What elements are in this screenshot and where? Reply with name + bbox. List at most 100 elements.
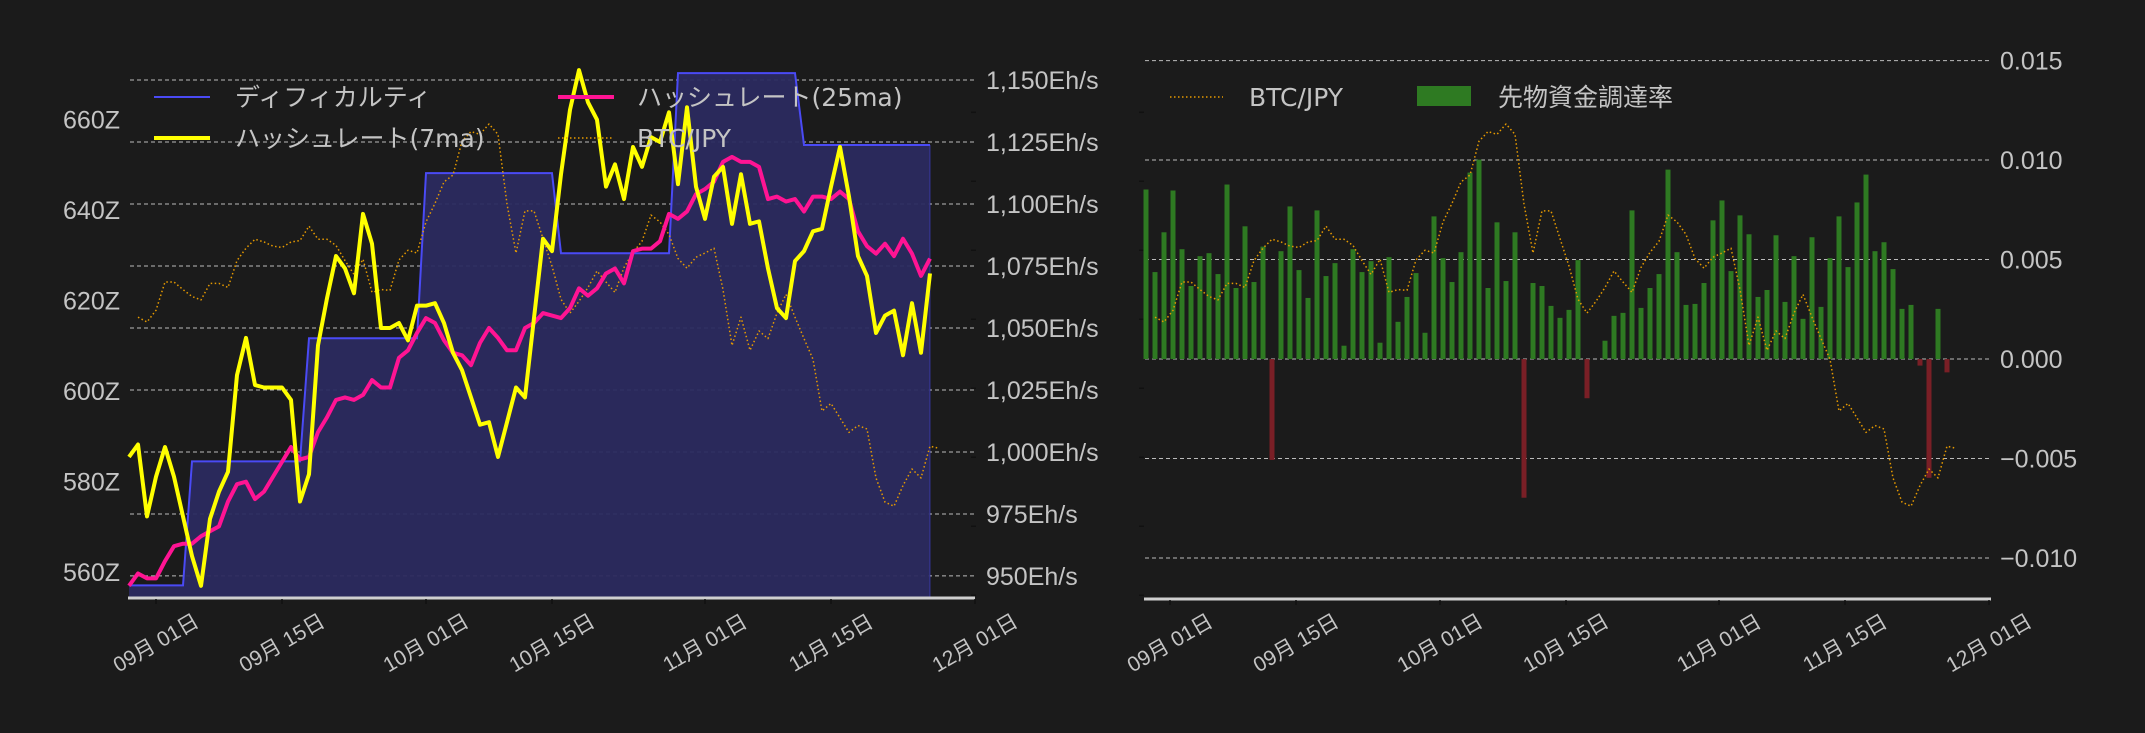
y-right-tick-label: 0.005 <box>2000 247 2063 275</box>
y-right-tick-label: 1,150Eh/s <box>986 67 1099 95</box>
funding-bar-positive <box>1692 303 1698 360</box>
funding-bar-positive <box>1386 257 1392 360</box>
funding-bar-positive <box>1647 287 1653 360</box>
funding-bar-positive <box>1728 271 1734 360</box>
funding-bar-positive <box>1413 273 1419 360</box>
funding-bar-positive <box>1170 190 1176 360</box>
funding-bar-positive <box>1773 235 1779 360</box>
funding-bar-positive <box>1809 237 1815 360</box>
funding-bar-positive <box>1890 269 1896 360</box>
funding-bar-positive <box>1431 216 1437 360</box>
funding-bar-positive <box>1602 340 1608 360</box>
funding-bar-positive <box>1143 189 1149 360</box>
left-legend: ディフィカルティ ハッシュレート(7ma) ハッシュレート(25ma) BTC/… <box>154 83 903 153</box>
funding-bar-positive <box>1746 234 1752 360</box>
y-right-tick-label: 1,025Eh/s <box>986 377 1099 405</box>
y-right-tick-label: 0.015 <box>2000 48 2063 76</box>
legend-hashrate-25ma-label: ハッシュレート(25ma) <box>637 83 903 112</box>
funding-bar-positive <box>1548 305 1554 360</box>
hashrate-7ma-line <box>127 68 932 588</box>
funding-bar-negative <box>1584 359 1590 399</box>
funding-bar-positive <box>1476 159 1482 360</box>
right-series-lines <box>1154 123 1957 507</box>
funding-bar-positive <box>1674 252 1680 360</box>
legend-funding-label: 先物資金調達率 <box>1498 83 1673 112</box>
funding-bar-positive <box>1782 301 1788 360</box>
legend-btc-label: BTC/JPY <box>637 124 732 153</box>
funding-bar-positive <box>1350 249 1356 360</box>
y-right-tick-label: 950Eh/s <box>986 563 1078 591</box>
funding-bar-negative <box>1926 359 1932 478</box>
funding-bar-positive <box>1827 258 1833 360</box>
funding-bar-positive <box>1242 226 1248 360</box>
funding-bar-positive <box>1251 282 1257 360</box>
funding-bar-positive <box>1341 345 1347 360</box>
funding-bar-positive <box>1836 216 1842 360</box>
hashrate-difficulty-chart: 560Z 580Z 600Z 620Z 640Z 660Z 950Eh/s 975Eh/s 1,… <box>63 67 1144 677</box>
funding-bar-positive <box>1359 272 1365 360</box>
funding-bar-positive <box>1611 315 1617 360</box>
y-right-tick-label: 0.000 <box>2000 346 2063 374</box>
funding-bar-positive <box>1881 242 1887 360</box>
funding-bar-positive <box>1908 304 1914 360</box>
funding-bar-positive <box>1800 318 1806 360</box>
funding-bar-positive <box>1440 258 1446 360</box>
funding-bar-positive <box>1485 287 1491 360</box>
y-right-tick-label: 1,100Eh/s <box>986 191 1099 219</box>
funding-bar-positive <box>1935 308 1941 360</box>
funding-bar-positive <box>1863 174 1869 360</box>
y-right-tick-label: −0.005 <box>2000 446 2077 474</box>
funding-bar-positive <box>1899 308 1905 360</box>
funding-bar-positive <box>1854 202 1860 360</box>
funding-bar-positive <box>1368 261 1374 360</box>
funding-bar-positive <box>1215 274 1221 360</box>
funding-bar-positive <box>1503 281 1509 360</box>
funding-bar-positive <box>1233 287 1239 360</box>
y-right-tick-label: 975Eh/s <box>986 501 1078 529</box>
funding-bar-positive <box>1494 222 1500 360</box>
funding-bar-positive <box>1260 246 1266 360</box>
funding-bar-positive <box>1206 253 1212 360</box>
y-left-tick-label: 640Z <box>63 197 120 225</box>
funding-bar-positive <box>1638 307 1644 360</box>
funding-bar-positive <box>1188 286 1194 360</box>
funding-bar-positive <box>1557 317 1563 360</box>
funding-bar-positive <box>1395 321 1401 360</box>
btc-jpy-line <box>137 123 940 507</box>
hashrate-25ma-line <box>127 154 932 588</box>
funding-bar-positive <box>1449 282 1455 360</box>
legend-funding-swatch <box>1417 86 1471 106</box>
funding-bar-positive <box>1791 256 1797 360</box>
funding-bar-negative <box>1944 359 1950 373</box>
funding-bar-positive <box>1278 251 1284 360</box>
funding-bar-positive <box>1620 312 1626 360</box>
funding-bar-positive <box>1683 304 1689 360</box>
funding-bar-positive <box>1314 210 1320 360</box>
funding-bar-positive <box>1701 283 1707 360</box>
funding-bars <box>1143 159 1950 498</box>
btc-jpy-line <box>1154 123 1957 507</box>
funding-bar-positive <box>1656 274 1662 360</box>
funding-bar-positive <box>1161 232 1167 360</box>
funding-bar-positive <box>1764 289 1770 360</box>
funding-bar-positive <box>1665 169 1671 360</box>
y-right-tick-label: 1,125Eh/s <box>986 129 1099 157</box>
funding-bar-positive <box>1467 172 1473 360</box>
funding-bar-positive <box>1377 342 1383 360</box>
funding-bar-positive <box>1422 332 1428 360</box>
legend-hashrate-7ma-label: ハッシュレート(7ma) <box>235 124 485 153</box>
funding-bar-positive <box>1458 252 1464 360</box>
y-right-tick-label: −0.010 <box>2000 545 2077 573</box>
y-left-tick-label: 660Z <box>63 107 120 135</box>
funding-bar-positive <box>1575 260 1581 360</box>
funding-bar-positive <box>1224 184 1230 360</box>
y-right-tick-label: 1,050Eh/s <box>986 315 1099 343</box>
funding-bar-negative <box>1521 359 1527 498</box>
funding-bar-positive <box>1719 200 1725 360</box>
left-series-lines <box>127 68 940 588</box>
funding-bar-positive <box>1845 267 1851 360</box>
funding-bar-positive <box>1755 296 1761 360</box>
legend-difficulty-label: ディフィカルティ <box>235 83 431 112</box>
funding-bar-positive <box>1818 306 1824 360</box>
